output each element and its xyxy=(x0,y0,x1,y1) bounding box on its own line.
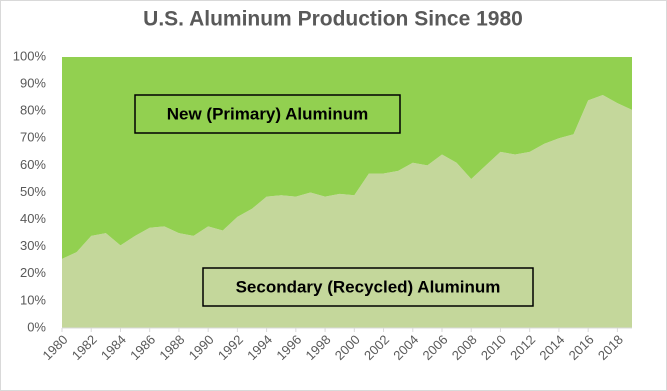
y-tick-label: 0% xyxy=(27,319,46,334)
y-tick-label: 20% xyxy=(20,265,46,280)
y-tick-label: 100% xyxy=(13,48,47,63)
y-tick-label: 90% xyxy=(20,76,46,91)
legend-label: New (Primary) Aluminum xyxy=(167,104,369,123)
legend-box xyxy=(134,94,401,134)
y-tick-label: 30% xyxy=(20,238,46,253)
area xyxy=(62,94,632,328)
y-tick-label: 80% xyxy=(20,103,46,118)
y-tick-label: 60% xyxy=(20,157,46,172)
y-tick-label: 50% xyxy=(20,184,46,199)
y-tick-label: 40% xyxy=(20,211,46,226)
legend-label: Secondary (Recycled) Aluminum xyxy=(236,277,501,296)
area xyxy=(62,57,632,259)
y-tick-label: 10% xyxy=(20,292,46,307)
legend-box xyxy=(202,267,534,307)
y-tick-label: 70% xyxy=(20,130,46,145)
chart-title: U.S. Aluminum Production Since 1980 xyxy=(143,8,523,31)
